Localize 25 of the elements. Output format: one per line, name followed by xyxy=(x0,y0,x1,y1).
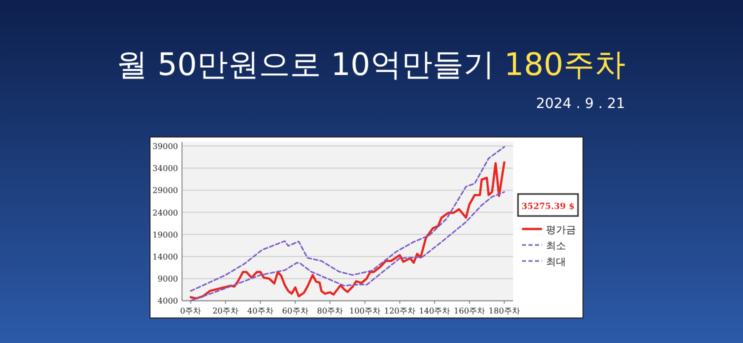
x-tick-label: 120주차 xyxy=(384,306,416,316)
legend-label: 평가금 xyxy=(546,225,576,236)
x-tick-label: 40주차 xyxy=(247,306,274,316)
y-tick-label: 34000 xyxy=(152,164,178,174)
x-tick-label: 160주차 xyxy=(454,306,486,316)
y-tick-label: 19000 xyxy=(152,230,178,240)
x-tick-label: 140주차 xyxy=(418,306,450,316)
x-tick-label: 80주차 xyxy=(316,306,344,316)
y-tick-label: 29000 xyxy=(152,186,178,196)
x-tick-label: 60주차 xyxy=(282,306,308,316)
text: 35275.39 $ xyxy=(521,202,575,212)
x-tick-label: 100주차 xyxy=(349,306,381,316)
x-tick-label: 180주차 xyxy=(488,306,520,316)
x-tick-label: 0주차 xyxy=(180,306,202,316)
chart-title: 월 50만원으로 10억만들기 180주차 xyxy=(116,47,626,83)
x-tick-label: 20주차 xyxy=(212,306,239,316)
y-tick-label: 39000 xyxy=(152,142,178,151)
y-tick-label: 24000 xyxy=(152,208,178,218)
y-tick-label: 9000 xyxy=(158,274,178,284)
y-tick-label: 4000 xyxy=(158,296,178,306)
y-tick-label: 14000 xyxy=(152,252,178,262)
line-series xyxy=(190,191,506,302)
legend-label: 최소 xyxy=(546,241,566,252)
text: 2024 . 9 . 21 xyxy=(536,96,625,112)
legend-label: 최대 xyxy=(546,257,566,268)
